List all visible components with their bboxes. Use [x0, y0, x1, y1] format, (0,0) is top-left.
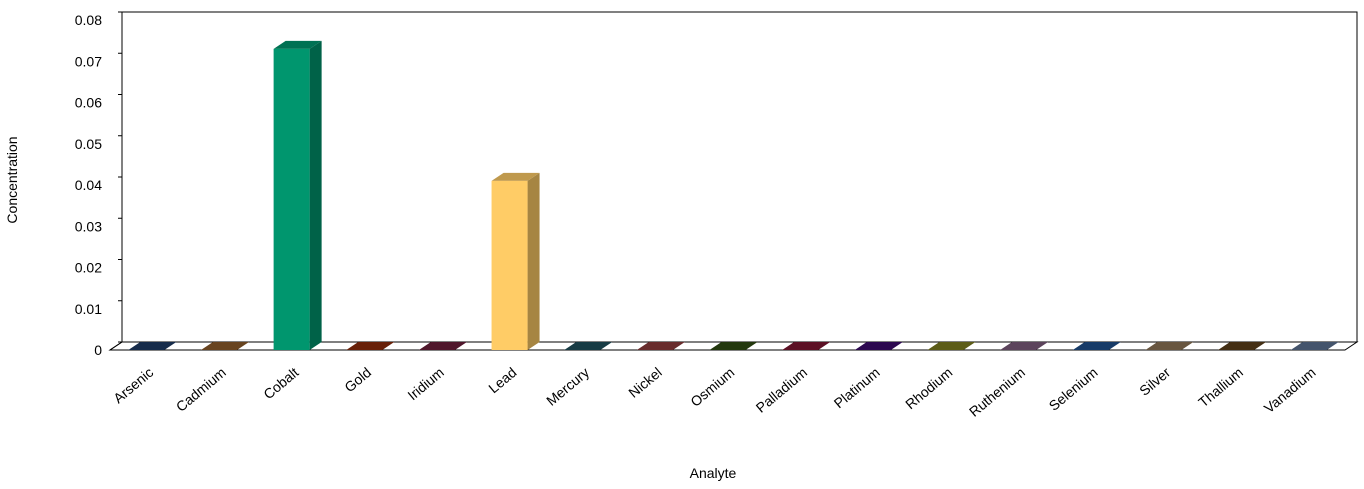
x-tick-label: Thallium [1195, 364, 1246, 410]
bar-top [273, 40, 322, 49]
bar-top [927, 342, 976, 350]
x-axis-title: Analyte [690, 465, 737, 481]
x-tick-label: Vanadium [1261, 364, 1319, 416]
y-tick-label: 0 [94, 342, 102, 358]
bar-top [782, 342, 831, 350]
x-tick-label: Mercury [543, 364, 592, 409]
bar-top [1000, 342, 1049, 350]
x-tick-label: Silver [1136, 364, 1173, 399]
x-tick-label: Arsenic [110, 364, 156, 406]
bar-side [527, 172, 540, 350]
bar-top [709, 342, 758, 350]
bar-top [491, 172, 540, 181]
y-tick-label: 0.07 [75, 53, 102, 69]
y-tick-label: 0.02 [75, 260, 102, 276]
bar-top [1218, 342, 1267, 350]
bar-top [1290, 342, 1339, 350]
x-tick-label: Palladium [753, 364, 810, 416]
bar-top [346, 342, 395, 350]
x-tick-label: Selenium [1046, 364, 1101, 414]
x-tick-label: Osmium [687, 364, 737, 410]
x-tick-label: Ruthenium [966, 364, 1028, 420]
y-tick-label: 0.06 [75, 95, 102, 111]
bar-top [1145, 342, 1194, 350]
bar-top [128, 342, 177, 350]
y-tick-label: 0.08 [75, 12, 102, 28]
x-tick-label: Gold [341, 364, 374, 395]
bar-top [636, 342, 685, 350]
y-tick-label: 0.04 [75, 177, 102, 193]
bar-top [1072, 342, 1121, 350]
x-tick-label: Platinum [831, 364, 883, 411]
y-tick-label: 0.05 [75, 136, 102, 152]
side-wall-edge [109, 341, 123, 351]
x-tick-label: Lead [485, 364, 519, 396]
y-tick-label: 0.03 [75, 218, 102, 234]
x-tick-label: Nickel [625, 364, 664, 401]
x-tick-label: Iridium [404, 364, 446, 403]
bar-top [200, 342, 249, 350]
y-axis-title: Concentration [4, 136, 20, 223]
y-tick-label: 0.01 [75, 301, 102, 317]
bar-top [854, 342, 903, 350]
x-tick-label: Rhodium [902, 364, 955, 412]
bar [491, 180, 528, 350]
bar-top [418, 342, 467, 350]
bar-top [564, 342, 613, 350]
x-tick-label: Cobalt [260, 364, 301, 402]
x-tick-label: Cadmium [173, 364, 229, 415]
bar [273, 48, 310, 350]
bar-side [309, 40, 322, 350]
